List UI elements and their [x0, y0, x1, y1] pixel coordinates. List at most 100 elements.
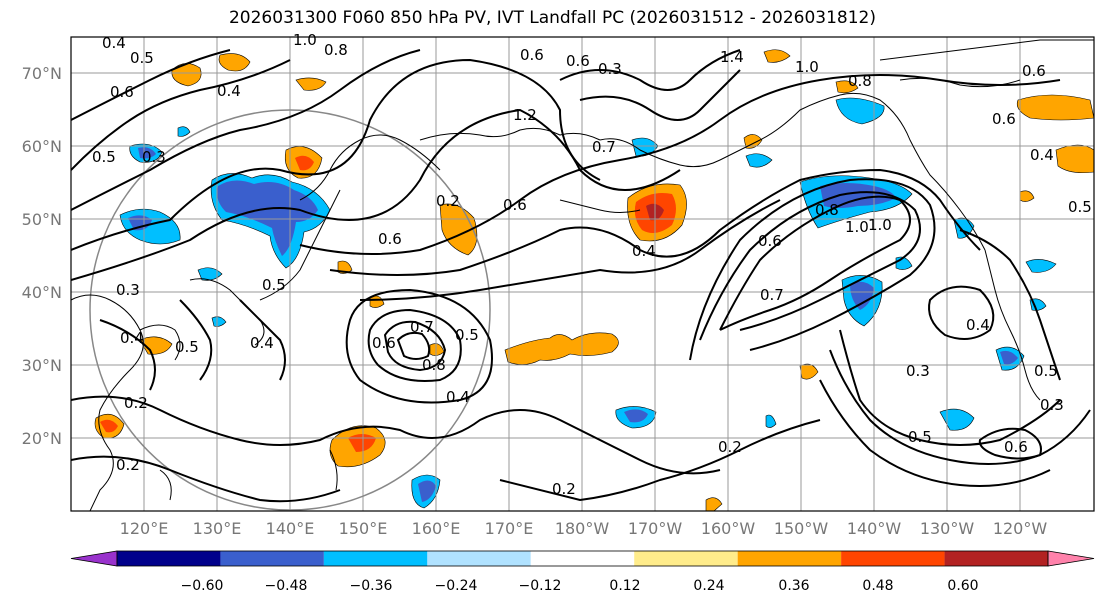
contour-label: 0.4 — [446, 388, 470, 406]
contour-label: 0.8 — [848, 72, 872, 90]
lon-label: 120°W — [993, 519, 1048, 538]
contour-label: 0.4 — [102, 34, 126, 52]
contour-label: 0.2 — [116, 456, 140, 474]
colorbar-border — [116, 550, 1049, 567]
contour-label: 0.6 — [503, 196, 527, 214]
contour-label: 1.4 — [720, 48, 744, 66]
lat-label: 20°N — [22, 429, 62, 448]
contour-label: 0.3 — [142, 148, 166, 166]
contour-label: 0.4 — [120, 329, 144, 347]
colorbar-extend-min — [70, 550, 118, 567]
colorbar: −0.60 −0.48 −0.36 −0.24 −0.12 0.12 0.24 … — [70, 550, 1095, 594]
lat-label: 50°N — [22, 210, 62, 229]
colorbar-tick-label: −0.36 — [350, 578, 393, 594]
lon-label: 140°E — [266, 519, 315, 538]
contour-labels: 0.4 0.5 0.6 1.0 0.8 0.4 0.5 0.3 0.6 1.2 … — [92, 31, 1092, 498]
contour-label: 0.6 — [520, 46, 544, 64]
contour-label: 0.6 — [566, 52, 590, 70]
map-title: 2026031300 F060 850 hPa PV, IVT Landfall… — [228, 8, 876, 28]
contour-label: 0.6 — [758, 232, 782, 250]
landfall-radius-circle — [89, 109, 491, 511]
lon-label: 170°W — [628, 519, 683, 538]
colorbar-segment — [323, 551, 428, 566]
lon-label: 170°E — [485, 519, 534, 538]
colorbar-segment — [427, 551, 531, 566]
contour-label: 0.8 — [324, 41, 348, 59]
colorbar-tick-label: 0.36 — [778, 578, 809, 594]
contour-label: 0.3 — [598, 60, 622, 78]
map-border — [70, 36, 1095, 512]
latitude-labels: 70°N 60°N 50°N 40°N 30°N 20°N — [22, 64, 62, 448]
contour-label: 0.5 — [92, 148, 116, 166]
contour-label: 0.4 — [966, 316, 990, 334]
colorbar-tick-label: 0.12 — [609, 578, 640, 594]
lon-label: 160°W — [701, 519, 756, 538]
coastlines — [71, 39, 1094, 511]
lon-label: 140°W — [847, 519, 902, 538]
lon-label: 150°W — [774, 519, 829, 538]
lat-label: 60°N — [22, 137, 62, 156]
colorbar-segment — [944, 551, 1048, 566]
colorbar-segment — [530, 551, 635, 566]
contour-label: 0.3 — [906, 362, 930, 380]
contour-label: 0.3 — [1040, 396, 1064, 414]
contour-label: 0.4 — [217, 82, 241, 100]
contour-label: 1.2 — [513, 106, 537, 124]
contour-label: 0.7 — [592, 138, 616, 156]
contour-label: 0.7 — [760, 286, 784, 304]
contour-label: 0.2 — [436, 192, 460, 210]
longitude-labels: 120°E 130°E 140°E 150°E 160°E 170°E 180°… — [120, 519, 1048, 538]
colorbar-extend-max — [1047, 550, 1095, 567]
lon-label: 130°E — [193, 519, 242, 538]
colorbar-tick-label: −0.24 — [435, 578, 478, 594]
colorbar-tick-label: 0.48 — [862, 578, 893, 594]
contour-label: 0.8 — [422, 356, 446, 374]
contour-label: 0.5 — [1068, 198, 1092, 216]
colorbar-segment — [737, 551, 842, 566]
contour-label: 0.2 — [124, 394, 148, 412]
lon-label: 180°W — [555, 519, 610, 538]
contour-label: 0.8 — [815, 201, 839, 219]
colorbar-segment — [117, 551, 221, 566]
contour-label: 0.6 — [1004, 438, 1028, 456]
contour-label: 0.6 — [372, 334, 396, 352]
colorbar-segment — [634, 551, 738, 566]
contour-label: 0.2 — [552, 480, 576, 498]
colorbar-tick-label: −0.12 — [519, 578, 562, 594]
contours — [71, 49, 1091, 503]
contour-label: 1.0 — [795, 58, 819, 76]
contour-label: 1.0 — [845, 218, 869, 236]
contour-label: 0.5 — [455, 326, 479, 344]
lon-label: 160°E — [412, 519, 461, 538]
contour-label: 1.0 — [293, 31, 317, 49]
pv-shading — [94, 49, 1094, 511]
contour-label: 0.5 — [130, 49, 154, 67]
contour-label: 0.6 — [378, 230, 402, 248]
contour-label: 0.5 — [262, 276, 286, 294]
lon-label: 150°E — [339, 519, 388, 538]
lat-label: 70°N — [22, 64, 62, 83]
contour-label: 0.5 — [175, 338, 199, 356]
contour-label: 0.2 — [718, 438, 742, 456]
lat-label: 40°N — [22, 283, 62, 302]
contour-label: 0.4 — [1030, 146, 1054, 164]
contour-label: 0.4 — [250, 334, 274, 352]
lon-label: 120°E — [120, 519, 169, 538]
contour-label: 0.7 — [410, 318, 434, 336]
contour-label: 1.0 — [868, 216, 892, 234]
lat-label: 30°N — [22, 356, 62, 375]
colorbar-segment — [841, 551, 945, 566]
colorbar-segment — [220, 551, 324, 566]
colorbar-tick-label: 0.60 — [947, 578, 978, 594]
lon-label: 130°W — [920, 519, 975, 538]
contour-label: 0.3 — [116, 281, 140, 299]
colorbar-tick-label: −0.60 — [181, 578, 224, 594]
colorbar-tick-label: 0.24 — [693, 578, 724, 594]
contour-label: 0.6 — [110, 83, 134, 101]
contour-label: 0.6 — [992, 110, 1016, 128]
contour-label: 0.4 — [632, 242, 656, 260]
contour-label: 0.6 — [1022, 62, 1046, 80]
colorbar-tick-label: −0.48 — [265, 578, 308, 594]
contour-label: 0.5 — [1034, 362, 1058, 380]
